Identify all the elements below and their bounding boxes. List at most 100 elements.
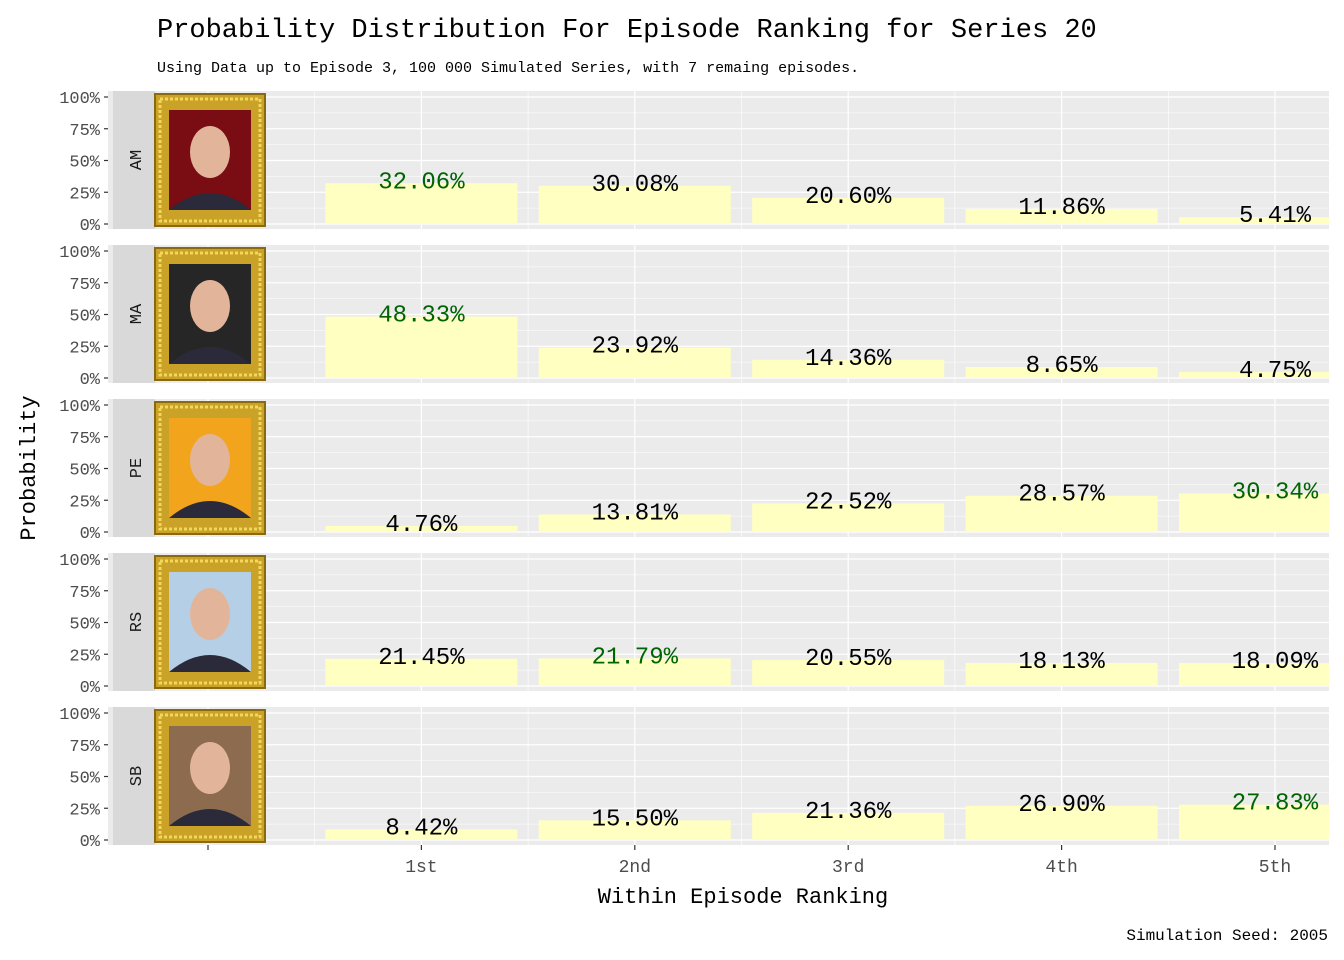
bar-am-1st [325,183,518,224]
bar-rs-4th [965,662,1158,686]
data-label: 5.41% [1239,203,1312,230]
frame-ornament [158,713,262,839]
y-tick-label: 50% [69,616,100,635]
facet-strip-label: PE [128,458,147,478]
facet-pe: PE 0% 25% 50% 75% 100% 4.76% 13.81% 22.52% 28.57%… [59,398,1329,544]
bar-ma-2nd [538,347,731,378]
y-tick-label: 75% [69,122,100,141]
data-label: 30.08% [592,172,679,199]
frame-ornament [158,559,262,685]
facet-strip [113,91,155,229]
data-label: 8.42% [385,815,458,842]
y-tick-label: 100% [59,552,101,571]
data-label: 18.09% [1232,649,1319,676]
y-tick-label: 50% [69,154,100,173]
shoulders [169,193,251,210]
data-label: 26.90% [1018,792,1105,819]
chart-title: Probability Distribution For Episode Ran… [157,16,1097,46]
bar-rs-2nd [538,658,731,686]
shoulders [169,347,251,364]
data-label: 11.86% [1018,195,1105,222]
y-tick-label: 75% [69,276,100,295]
data-label: 28.57% [1018,482,1105,509]
bar-sb-1st [325,829,518,840]
y-tick-label: 100% [59,398,101,417]
shoulders [169,655,251,672]
facet-am: AM 0% 25% 50% 75% 100% 32.06% 30.08% 20.60% 11.86… [59,90,1329,236]
bar-sb-4th [965,805,1158,840]
data-label: 30.34% [1232,479,1319,506]
bar-pe-4th [965,495,1158,532]
data-label: 20.60% [805,184,892,211]
y-tick-label: 0% [80,525,101,544]
bar-rs-3rd [752,659,945,686]
y-tick-label: 50% [69,770,100,789]
frame-ornament [158,97,262,223]
y-tick-label: 25% [69,647,100,666]
face [190,434,230,486]
bar-am-5th [1179,217,1329,224]
data-label: 4.76% [385,512,458,539]
facet-strip-label: MA [128,303,147,324]
y-tick-label: 25% [69,493,100,512]
data-label: 4.75% [1239,358,1312,385]
facet-strip [113,707,155,845]
data-label: 27.83% [1232,791,1319,818]
caption: Simulation Seed: 2005 [1126,927,1328,945]
bar-ma-3rd [752,359,945,378]
facet-strip-label: AM [128,150,147,170]
data-label: 21.79% [592,644,679,671]
frame-ornament [158,405,262,531]
data-label: 14.36% [805,346,892,373]
bar-pe-5th [1179,493,1329,532]
data-label: 48.33% [378,303,465,330]
shoulders [169,809,251,826]
y-tick-label: 0% [80,217,101,236]
bar-am-4th [965,208,1158,224]
y-tick-label: 50% [69,308,100,327]
bar-pe-3rd [752,503,945,532]
bar-ma-5th [1179,371,1329,378]
x-axis-label: Within Episode Ranking [598,885,888,910]
y-tick-label: 0% [80,833,101,852]
bar-ma-4th [965,367,1158,378]
x-tick-label: 2nd [619,858,651,878]
data-label: 22.52% [805,489,892,516]
y-tick-label: 50% [69,462,100,481]
data-label: 8.65% [1026,353,1099,380]
data-label: 18.13% [1018,649,1105,676]
chart-subtitle: Using Data up to Episode 3, 100 000 Simu… [157,60,859,77]
bar-sb-5th [1179,804,1329,840]
bar-rs-5th [1179,663,1329,686]
y-tick-label: 75% [69,738,100,757]
facet-ma: MA 0% 25% 50% 75% 100% 48.33% 23.92% 14.36% 8.65%… [59,244,1329,390]
y-tick-label: 25% [69,801,100,820]
facet-strip-label: RS [128,612,147,632]
y-tick-label: 75% [69,430,100,449]
facet-rs: RS 0% 25% 50% 75% 100% 21.45% 21.79% 20.55% 18.13… [59,552,1329,698]
y-tick-label: 100% [59,706,101,725]
face [190,126,230,178]
bar-ma-1st [325,316,518,378]
data-label: 32.06% [378,169,465,196]
bar-am-3rd [752,197,945,224]
y-tick-label: 100% [59,244,101,263]
y-tick-label: 75% [69,584,100,603]
facet-strip-label: SB [128,766,147,786]
x-tick-label: 4th [1045,858,1077,878]
data-label: 23.92% [592,334,679,361]
bar-rs-1st [325,658,518,686]
y-tick-label: 0% [80,679,101,698]
bar-am-2nd [538,185,731,224]
facet-strip [113,245,155,383]
x-tick-label: 5th [1259,858,1291,878]
facet-strip [113,399,155,537]
y-tick-label: 25% [69,185,100,204]
data-label: 21.45% [378,645,465,672]
y-tick-label: 25% [69,339,100,358]
bar-pe-2nd [538,514,731,532]
shoulders [169,501,251,518]
data-label: 13.81% [592,500,679,527]
